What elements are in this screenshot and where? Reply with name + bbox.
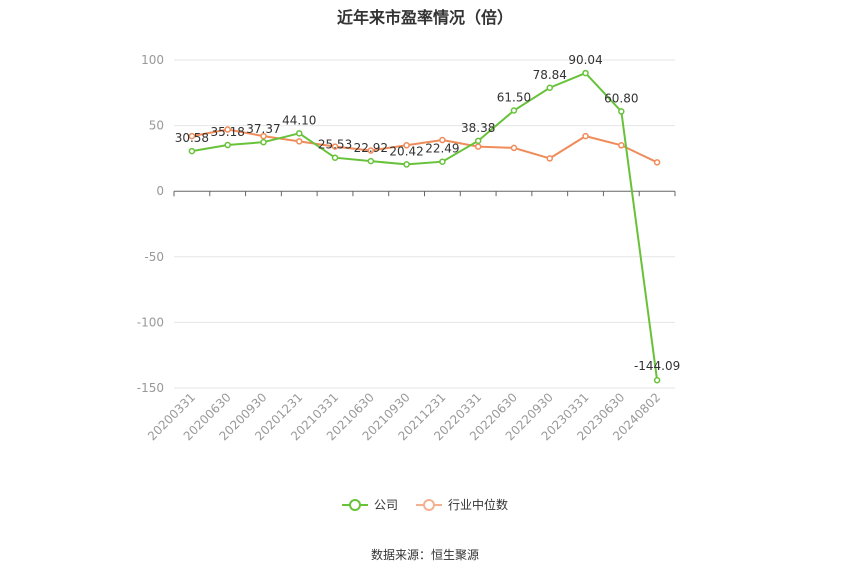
company-point bbox=[367, 157, 375, 165]
company-data-label: 60.80 bbox=[604, 91, 638, 105]
legend-item-company[interactable]: 公司 bbox=[341, 496, 398, 513]
y-tick-label: 50 bbox=[149, 119, 164, 133]
line-chart: 100500-50-100-15020200331202006302020093… bbox=[137, 53, 681, 443]
industry-point bbox=[224, 126, 231, 133]
industry-point bbox=[546, 155, 553, 162]
company-point bbox=[331, 154, 339, 161]
y-tick-label: 100 bbox=[141, 53, 164, 67]
company-data-label: 78.84 bbox=[533, 68, 567, 82]
company-point bbox=[439, 158, 446, 165]
company-point bbox=[653, 376, 661, 384]
company-point bbox=[296, 130, 303, 137]
company-point bbox=[224, 141, 231, 149]
data-source: 数据来源：恒生聚源 bbox=[370, 548, 479, 562]
company-data-label: 38.38 bbox=[461, 121, 495, 135]
industry-point bbox=[618, 142, 625, 149]
company-data-label: 44.10 bbox=[282, 113, 316, 127]
legend-item-industry[interactable]: 行业中位数 bbox=[416, 496, 508, 513]
industry-point bbox=[188, 132, 196, 140]
y-tick-label: 0 bbox=[156, 184, 164, 198]
company-data-label: 37.37 bbox=[246, 122, 280, 136]
company-data-label: 22.49 bbox=[425, 142, 459, 156]
company-point bbox=[546, 84, 553, 92]
industry-point bbox=[403, 142, 410, 149]
company-point bbox=[260, 138, 267, 146]
industry-point bbox=[260, 132, 267, 140]
chart-legend: 公司 行业中位数 bbox=[0, 496, 850, 513]
industry-point bbox=[510, 144, 518, 152]
company-data-label: 25.53 bbox=[318, 138, 352, 152]
company-series-line bbox=[191, 71, 659, 381]
company-data-label: 22.92 bbox=[354, 141, 388, 155]
industry-point bbox=[439, 136, 446, 144]
y-tick-label: -150 bbox=[137, 381, 164, 395]
industry-point bbox=[582, 132, 589, 140]
company-data-label: 20.42 bbox=[389, 144, 423, 158]
company-point bbox=[474, 137, 482, 145]
industry-point bbox=[653, 159, 661, 166]
company-data-label: 35.18 bbox=[210, 125, 244, 139]
industry-series-line bbox=[191, 128, 658, 164]
company-point bbox=[510, 107, 518, 114]
chart-title: 近年来市盈率情况（倍） bbox=[336, 8, 513, 27]
legend-swatch-industry bbox=[416, 498, 442, 512]
company-data-label: 61.50 bbox=[497, 91, 531, 105]
industry-point bbox=[296, 138, 303, 145]
y-tick-label: -50 bbox=[144, 250, 164, 264]
industry-point bbox=[474, 143, 482, 150]
legend-label-industry: 行业中位数 bbox=[448, 498, 509, 512]
company-point bbox=[188, 147, 196, 155]
company-data-label: -144.09 bbox=[634, 359, 680, 373]
y-tick-label: -100 bbox=[137, 315, 164, 329]
company-data-label: 90.04 bbox=[568, 53, 602, 67]
legend-label-company: 公司 bbox=[373, 498, 398, 512]
industry-point bbox=[331, 143, 339, 150]
company-point bbox=[403, 161, 410, 168]
legend-swatch-company bbox=[341, 498, 368, 512]
company-point bbox=[582, 69, 589, 77]
company-point bbox=[618, 108, 625, 115]
company-data-label: 30.58 bbox=[175, 131, 209, 145]
industry-point bbox=[367, 147, 375, 154]
